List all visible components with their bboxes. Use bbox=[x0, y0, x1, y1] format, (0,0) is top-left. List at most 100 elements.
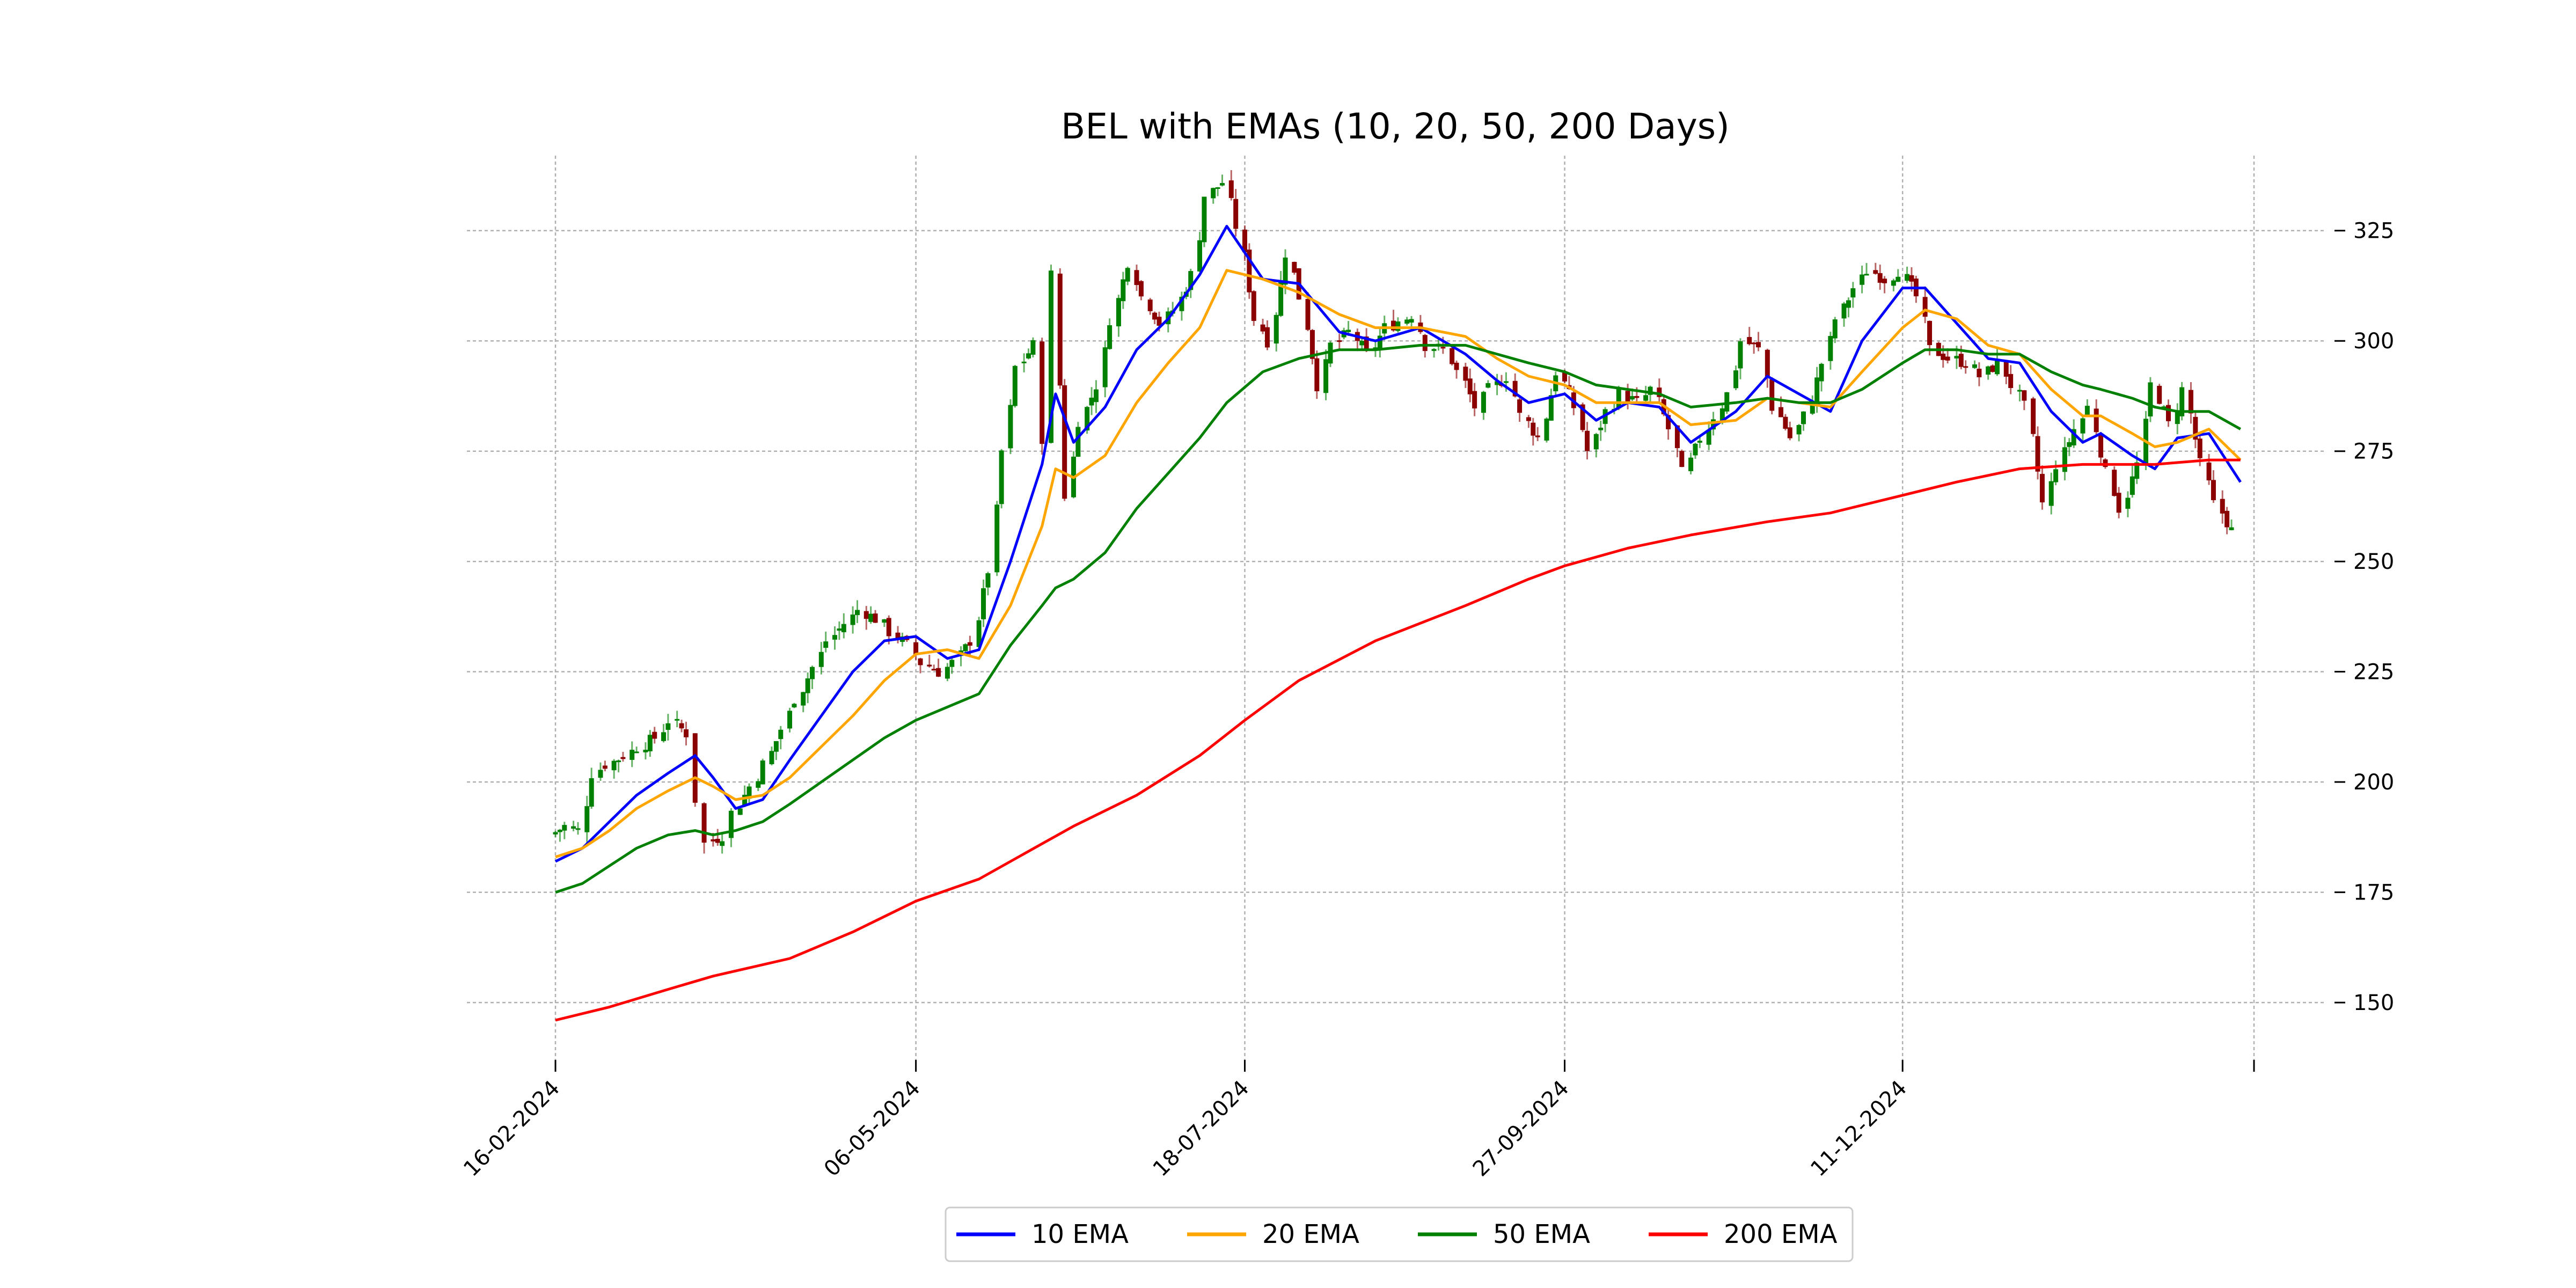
candle-body bbox=[1057, 273, 1063, 386]
candle-body bbox=[994, 504, 1000, 573]
candle-body bbox=[1738, 341, 1743, 369]
grid-lines bbox=[467, 156, 2324, 1060]
candle-body bbox=[873, 613, 878, 623]
candle-body bbox=[1188, 271, 1194, 290]
candle-body bbox=[1062, 385, 1067, 499]
x-tick-label: 11-12-2024 bbox=[1806, 1076, 1912, 1182]
y-axis: 150 175 200 225 250 275 300 325 bbox=[2334, 219, 2394, 1015]
candle-body bbox=[1787, 427, 1792, 438]
candle-body bbox=[2112, 470, 2117, 496]
candle-body bbox=[1089, 397, 1094, 406]
candle-body bbox=[1783, 416, 1788, 429]
candle-body bbox=[1404, 319, 1410, 324]
candle-body bbox=[1337, 340, 1342, 342]
candle-body bbox=[1850, 288, 1856, 298]
candle-body bbox=[1512, 380, 1518, 397]
candle-body bbox=[2134, 462, 2140, 479]
candle-body bbox=[1359, 341, 1365, 346]
candle-body bbox=[1954, 356, 1959, 358]
candle-body bbox=[823, 641, 829, 648]
candle-body bbox=[1314, 358, 1320, 392]
candle-body bbox=[1305, 299, 1311, 330]
candle-body bbox=[1958, 354, 1964, 367]
candle-body bbox=[2224, 510, 2230, 528]
legend-label: 10 EMA bbox=[1031, 1219, 1129, 1249]
candle-body bbox=[1211, 188, 1216, 199]
candle-body bbox=[999, 450, 1004, 504]
candle-body bbox=[2035, 436, 2040, 472]
candle-body bbox=[1882, 279, 1887, 283]
candle-body bbox=[2080, 418, 2085, 434]
candle-body bbox=[810, 667, 815, 679]
candle-body bbox=[2084, 406, 2090, 417]
x-tick-label: 16-02-2024 bbox=[459, 1076, 565, 1182]
candle-body bbox=[661, 732, 666, 741]
candle-body bbox=[1219, 183, 1225, 186]
candle-body bbox=[711, 839, 716, 841]
y-tick-label: 225 bbox=[2353, 660, 2394, 685]
candle-body bbox=[1909, 275, 1914, 282]
candle-body bbox=[1905, 274, 1910, 281]
candle-body bbox=[1877, 273, 1883, 283]
candle-body bbox=[1440, 347, 1446, 349]
candle-body bbox=[2206, 462, 2212, 481]
candle-body bbox=[760, 760, 765, 785]
candle-body bbox=[1585, 430, 1590, 451]
candle-body bbox=[1179, 296, 1184, 311]
candle-body bbox=[1724, 392, 1730, 412]
candle-body bbox=[854, 610, 860, 616]
candle-body bbox=[1873, 270, 1878, 274]
candle-body bbox=[1688, 457, 1694, 471]
candle-body bbox=[1927, 320, 1933, 346]
candle-body bbox=[1810, 403, 1815, 414]
candle-body bbox=[2193, 416, 2198, 440]
candle-body bbox=[976, 620, 982, 647]
candle-body bbox=[1535, 435, 1540, 437]
candle-body bbox=[1616, 389, 1621, 408]
candle-body bbox=[715, 839, 720, 843]
candle-body bbox=[1679, 451, 1685, 467]
candle-body bbox=[598, 770, 603, 778]
ema-line-50 bbox=[555, 343, 2242, 894]
candle-body bbox=[1075, 427, 1081, 457]
candle-body bbox=[1801, 411, 1806, 425]
candle-body bbox=[1228, 180, 1234, 198]
legend-label: 200 EMA bbox=[1724, 1219, 1838, 1249]
candle-body bbox=[1026, 353, 1031, 358]
candle-body bbox=[2148, 382, 2153, 416]
candle-body bbox=[981, 588, 986, 619]
candle-body bbox=[895, 632, 901, 639]
candle-body bbox=[1819, 364, 1824, 382]
candle-body bbox=[2003, 361, 2009, 377]
candle-body bbox=[2031, 398, 2036, 434]
candle-body bbox=[1526, 417, 1531, 421]
candle-body bbox=[931, 669, 936, 671]
candle-body bbox=[1040, 341, 1045, 444]
candle-body bbox=[1629, 396, 1635, 400]
candle-body bbox=[1030, 340, 1036, 355]
y-tick-label: 300 bbox=[2353, 329, 2394, 354]
candle-body bbox=[1012, 365, 1018, 406]
candle-body bbox=[728, 810, 734, 838]
candle-body bbox=[1391, 320, 1396, 331]
candle-body bbox=[2211, 480, 2216, 500]
candle-body bbox=[1598, 427, 1604, 430]
candle-body bbox=[1896, 276, 1901, 282]
candle-body bbox=[2197, 438, 2202, 458]
candle-body bbox=[1719, 408, 1725, 422]
candle-body bbox=[1922, 297, 1928, 317]
candle-body bbox=[1711, 419, 1716, 430]
candle-body bbox=[1733, 370, 1739, 389]
candle-body bbox=[1796, 425, 1802, 435]
candle-body bbox=[868, 613, 874, 622]
candle-body bbox=[1941, 353, 1946, 360]
candle-body bbox=[1346, 330, 1351, 332]
candle-body bbox=[2129, 476, 2135, 495]
candle-body bbox=[967, 642, 972, 646]
candle-body bbox=[2157, 385, 2162, 404]
candle-body bbox=[2175, 412, 2180, 425]
candlesticks bbox=[553, 170, 2234, 854]
candle-body bbox=[2067, 442, 2072, 447]
candle-body bbox=[2161, 406, 2167, 408]
candle-body bbox=[630, 750, 635, 760]
